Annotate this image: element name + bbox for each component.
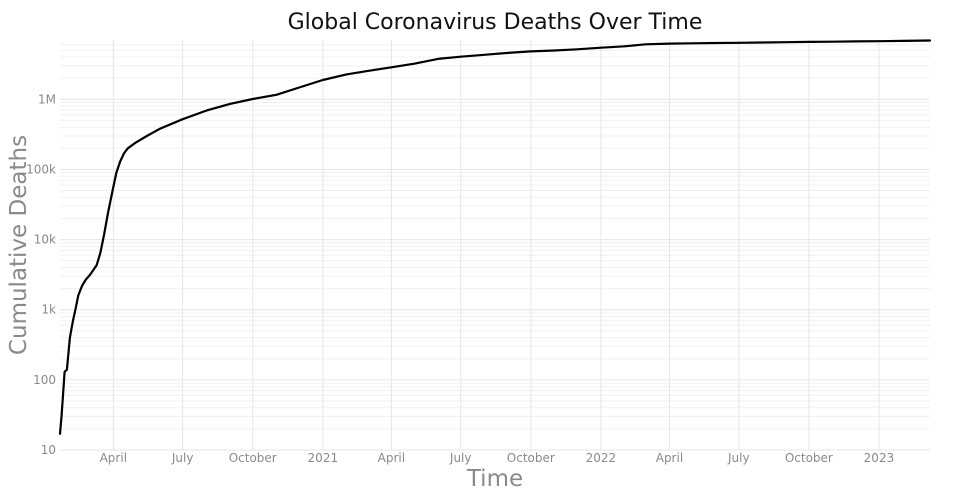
x-tick-label: April — [378, 451, 405, 465]
x-tick-label: April — [656, 451, 683, 465]
series-group — [58, 39, 932, 435]
x-tick-label: October — [507, 451, 555, 465]
x-tick-labels: April July October 2021 April July October 2022… — [100, 451, 895, 465]
y-tick-label: 100k — [26, 162, 56, 176]
y-tick-labels: 10 100 1k 10k 100k 1M — [26, 92, 56, 457]
x-tick-label: October — [229, 451, 277, 465]
minor-gridlines — [60, 44, 930, 430]
x-tick-label: October — [785, 451, 833, 465]
y-tick-label: 100 — [33, 373, 56, 387]
x-axis-title: Time — [466, 466, 523, 492]
y-tick-label: 1M — [38, 92, 56, 106]
chart-title: Global Coronavirus Deaths Over Time — [288, 10, 703, 35]
y-tick-label: 10k — [34, 233, 56, 247]
x-tick-label: July — [171, 451, 194, 465]
x-tick-label: 2023 — [864, 451, 895, 465]
x-tick-label: July — [727, 451, 750, 465]
major-gridlines — [60, 40, 930, 451]
x-tick-label: July — [449, 451, 472, 465]
y-axis-title: Cumulative Deaths — [6, 135, 32, 355]
y-tick-label: 1k — [41, 303, 56, 317]
x-tick-label: 2022 — [586, 451, 617, 465]
series-line-deaths — [58, 39, 932, 435]
x-tick-label: 2021 — [308, 451, 339, 465]
x-tick-label: April — [100, 451, 127, 465]
y-tick-label: 10 — [41, 443, 56, 457]
